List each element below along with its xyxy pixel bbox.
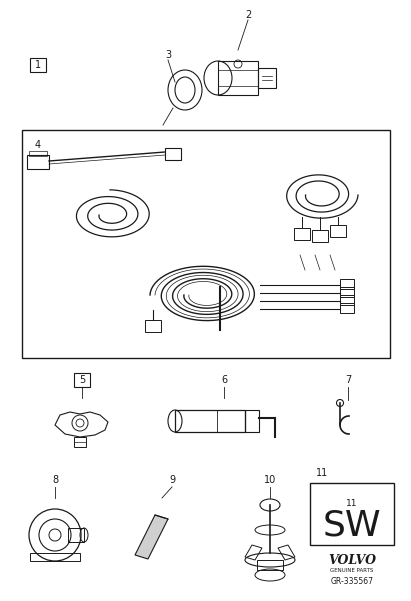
Bar: [74, 373, 90, 387]
Text: 11: 11: [346, 498, 358, 507]
Bar: [330, 225, 346, 237]
Text: 10: 10: [264, 475, 276, 485]
Text: 11: 11: [316, 468, 328, 478]
Polygon shape: [135, 515, 168, 559]
Bar: [27, 155, 49, 169]
Text: 2: 2: [245, 10, 251, 20]
Bar: [30, 58, 46, 72]
Bar: [257, 560, 283, 570]
Bar: [340, 287, 354, 297]
Text: 6: 6: [221, 375, 227, 385]
Bar: [74, 437, 86, 447]
Bar: [68, 528, 84, 542]
Text: SW: SW: [323, 508, 381, 542]
Text: 8: 8: [52, 475, 58, 485]
Bar: [294, 228, 310, 240]
Bar: [22, 130, 390, 358]
Bar: [312, 230, 328, 242]
Text: 4: 4: [35, 140, 41, 150]
Text: 3: 3: [165, 50, 171, 60]
Text: VOLVO: VOLVO: [328, 555, 376, 567]
Bar: [340, 279, 354, 289]
Text: 9: 9: [169, 475, 175, 485]
Text: 7: 7: [345, 375, 351, 385]
Text: 5: 5: [79, 375, 85, 385]
Text: GENUINE PARTS: GENUINE PARTS: [330, 569, 374, 573]
Bar: [30, 553, 80, 561]
Text: 1: 1: [35, 60, 41, 70]
Bar: [145, 320, 161, 332]
Bar: [340, 295, 354, 305]
Bar: [340, 303, 354, 313]
Bar: [218, 61, 258, 95]
Bar: [258, 68, 276, 88]
Text: GR-335567: GR-335567: [330, 576, 374, 585]
Bar: [29, 151, 47, 156]
Bar: [245, 410, 259, 432]
Bar: [175, 410, 245, 432]
Bar: [310, 483, 394, 545]
Bar: [165, 148, 181, 160]
